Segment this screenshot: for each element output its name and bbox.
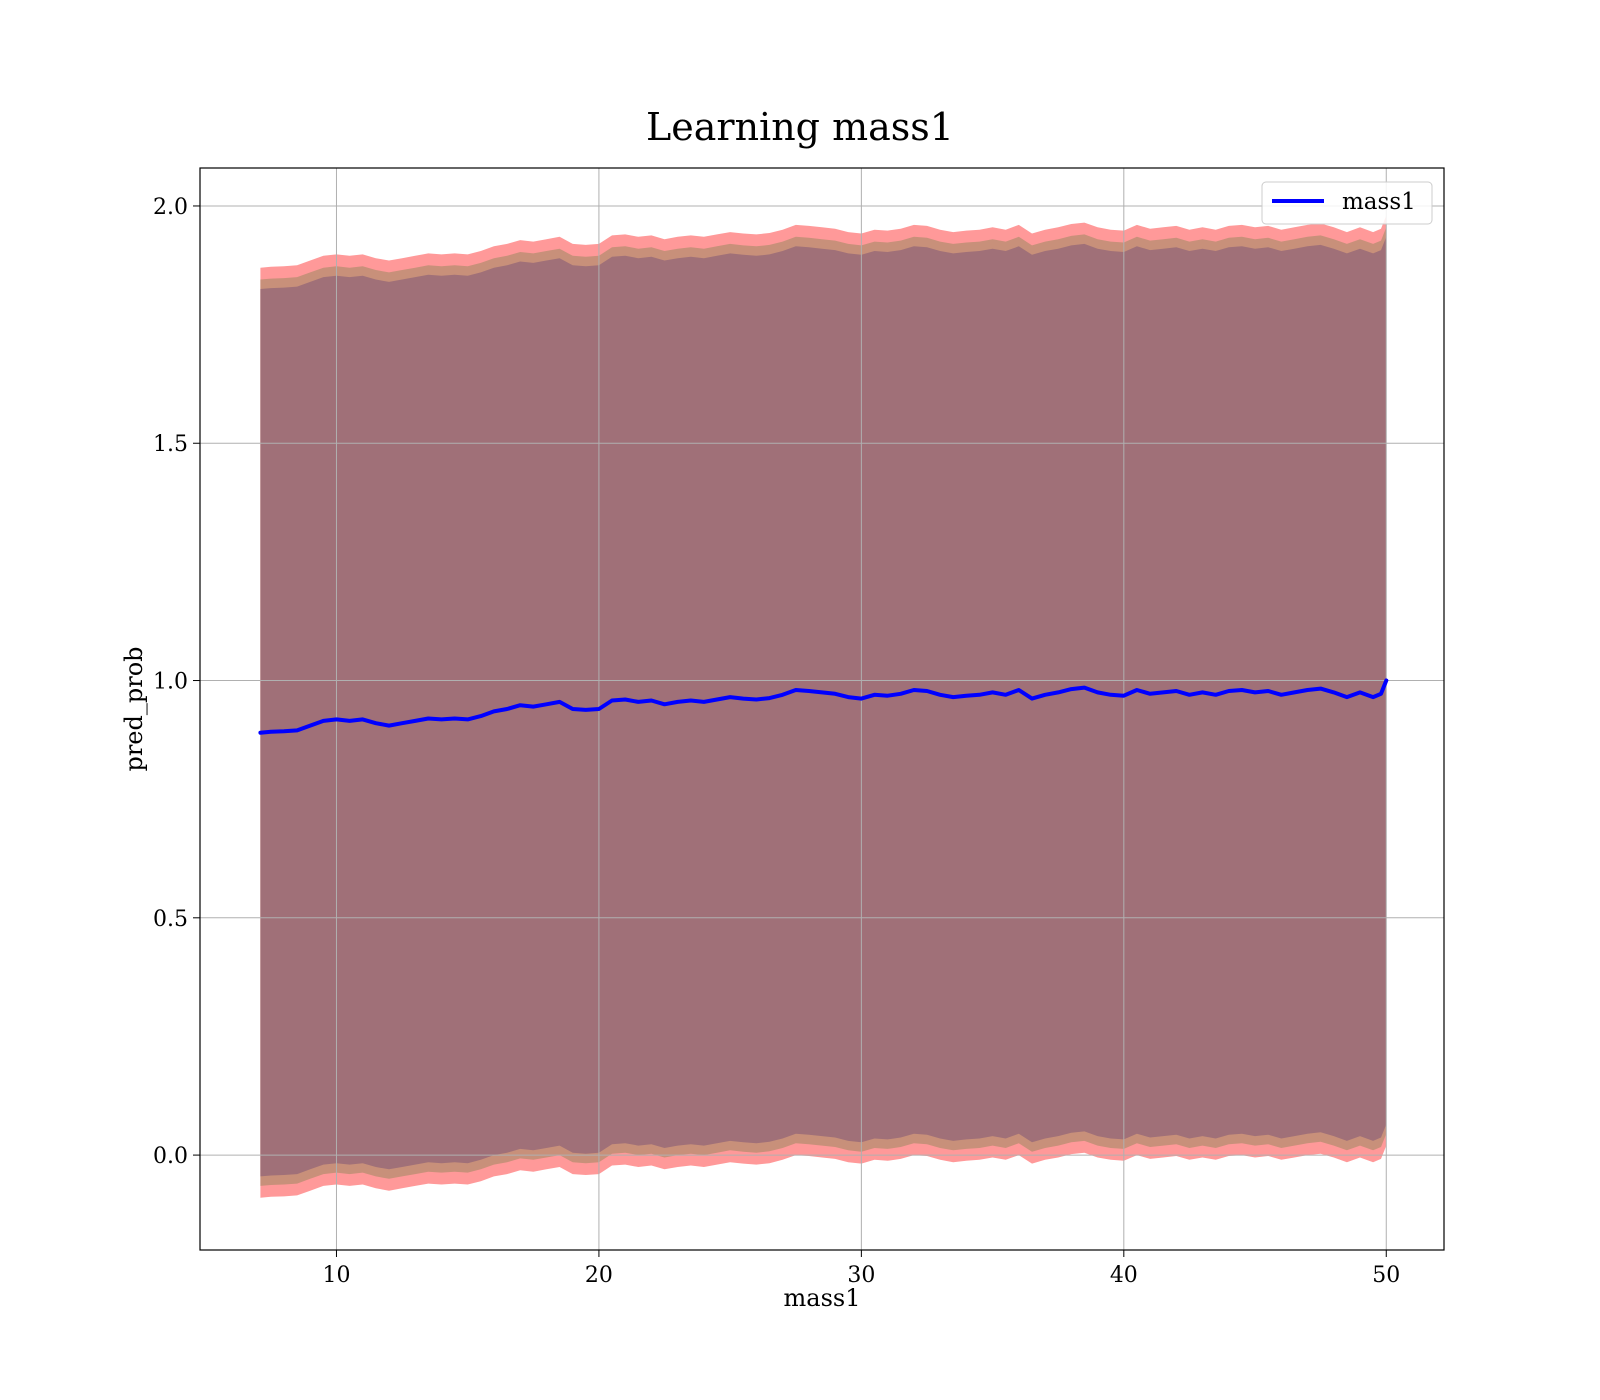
x-tick-label: 30 xyxy=(847,1263,875,1288)
chart-title: Learning mass1 xyxy=(646,105,954,149)
x-tick-label: 40 xyxy=(1110,1263,1138,1288)
legend: mass1 xyxy=(1261,181,1433,225)
plot-frame xyxy=(199,167,1445,1251)
x-axis-label: mass1 xyxy=(784,1284,861,1312)
legend-box xyxy=(1261,181,1433,225)
confidence-band-inner xyxy=(260,236,1387,1177)
series-line-mass1 xyxy=(258,678,1389,735)
x-tick-label: 50 xyxy=(1372,1263,1400,1288)
y-tick-label: 1.5 xyxy=(153,432,188,457)
x-tick-label: 10 xyxy=(322,1263,350,1288)
x-tick-label: 20 xyxy=(585,1263,613,1288)
y-tick-label: 0.0 xyxy=(153,1144,188,1169)
x-axis: 10 20 30 40 50 xyxy=(322,1250,1400,1288)
legend-label: mass1 xyxy=(1342,189,1416,215)
y-tick-label: 2.0 xyxy=(153,195,188,220)
y-axis-label: pred_prob xyxy=(120,646,148,771)
y-axis: 0.0 0.5 1.0 1.5 2.0 xyxy=(153,195,200,1169)
y-tick-label: 0.5 xyxy=(153,907,188,932)
plot-area xyxy=(200,168,1444,1250)
y-tick-label: 1.0 xyxy=(153,670,188,695)
